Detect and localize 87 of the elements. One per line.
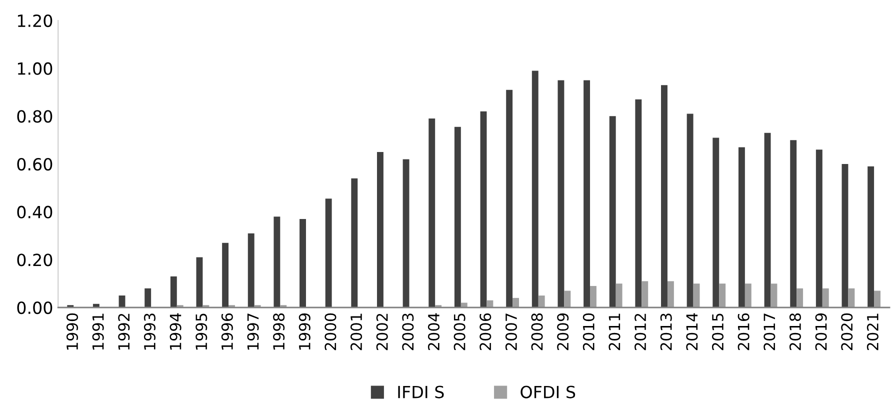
bar	[300, 219, 306, 308]
y-tick-label: 0.40	[17, 206, 52, 218]
x-tick-label: 2015	[712, 314, 724, 350]
bar	[719, 284, 726, 308]
bar	[790, 140, 797, 308]
bar	[144, 288, 152, 308]
bar	[480, 111, 487, 308]
x-tick-label: 2009	[557, 313, 569, 350]
y-tick-label: 0.20	[17, 254, 52, 266]
bar	[506, 90, 513, 308]
bar	[454, 126, 461, 308]
bar	[796, 288, 804, 308]
bar	[532, 70, 538, 308]
x-tick-label: 1996	[221, 313, 233, 350]
bar	[584, 80, 590, 308]
bar	[712, 138, 720, 308]
bar	[248, 233, 254, 308]
bar	[616, 284, 622, 308]
x-tick-label: 1997	[247, 314, 259, 350]
x-tick-label: 2005	[454, 314, 466, 350]
x-tick-label: 2016	[738, 313, 750, 350]
x-tick-label: 2017	[764, 314, 776, 350]
bar	[325, 198, 332, 308]
x-tick-label: 2019	[815, 313, 827, 350]
bar	[848, 288, 855, 308]
x-tick-label: 2006	[480, 313, 492, 350]
bar	[564, 290, 571, 308]
bar	[693, 284, 700, 308]
bar	[686, 114, 694, 308]
legend-label: IFDI S	[398, 386, 444, 398]
x-tick-label: 1995	[196, 314, 208, 350]
bar	[376, 152, 384, 308]
x-tick-label: 2007	[505, 314, 517, 350]
bar	[170, 276, 177, 308]
bar	[642, 281, 648, 308]
bar	[222, 242, 229, 308]
x-tick-label: 2011	[608, 314, 620, 350]
bar	[635, 99, 642, 308]
y-tick-label: 0.00	[17, 301, 52, 314]
y-tick-label: 0.60	[17, 158, 52, 171]
y-tick-label: 1.00	[18, 62, 52, 75]
bar	[667, 281, 674, 308]
x-tick-label: 2001	[350, 314, 362, 350]
x-tick-label: 1994	[170, 313, 182, 350]
x-tick-label: 2004	[428, 313, 440, 350]
bar	[196, 257, 203, 308]
x-tick-label: 1999	[298, 313, 310, 350]
y-tick-label: 0.80	[17, 110, 52, 123]
bar	[538, 296, 545, 308]
bar	[822, 288, 829, 308]
x-tick-label: 2013	[660, 314, 672, 350]
bar	[816, 150, 822, 308]
x-tick-label: 2021	[866, 314, 878, 350]
bar	[460, 302, 468, 308]
bar	[609, 116, 616, 308]
bar	[764, 132, 771, 308]
bar	[874, 290, 880, 308]
x-tick-label: 1998	[273, 313, 285, 350]
bar	[558, 80, 564, 308]
x-tick-label: 2012	[634, 314, 646, 350]
x-tick-label: 1991	[92, 314, 104, 350]
x-tick-label: 2010	[582, 313, 594, 350]
bar	[770, 284, 778, 308]
x-tick-label: 2003	[402, 314, 414, 350]
bar	[661, 85, 668, 308]
bar	[842, 164, 848, 308]
bar	[351, 178, 358, 308]
bar	[738, 147, 745, 308]
bar	[590, 286, 596, 308]
legend-label: OFDI S	[520, 386, 576, 398]
x-tick-label: 2002	[376, 314, 388, 350]
x-tick-label: 1993	[144, 314, 156, 350]
x-tick-label: 2008	[531, 313, 543, 350]
x-tick-label: 2020	[841, 313, 853, 350]
bar	[402, 159, 410, 308]
bar	[428, 118, 436, 308]
bar	[744, 284, 752, 308]
bar	[512, 298, 520, 308]
bar	[868, 166, 874, 308]
bar	[486, 300, 494, 308]
y-tick-label: 1.20	[18, 14, 52, 28]
x-tick-label: 2018	[789, 313, 802, 350]
x-tick-label: 2014	[686, 313, 698, 350]
x-tick-label: 2000	[324, 313, 336, 350]
x-tick-label: 1990	[66, 313, 78, 350]
x-tick-label: 1992	[118, 314, 130, 350]
bar	[274, 216, 280, 308]
